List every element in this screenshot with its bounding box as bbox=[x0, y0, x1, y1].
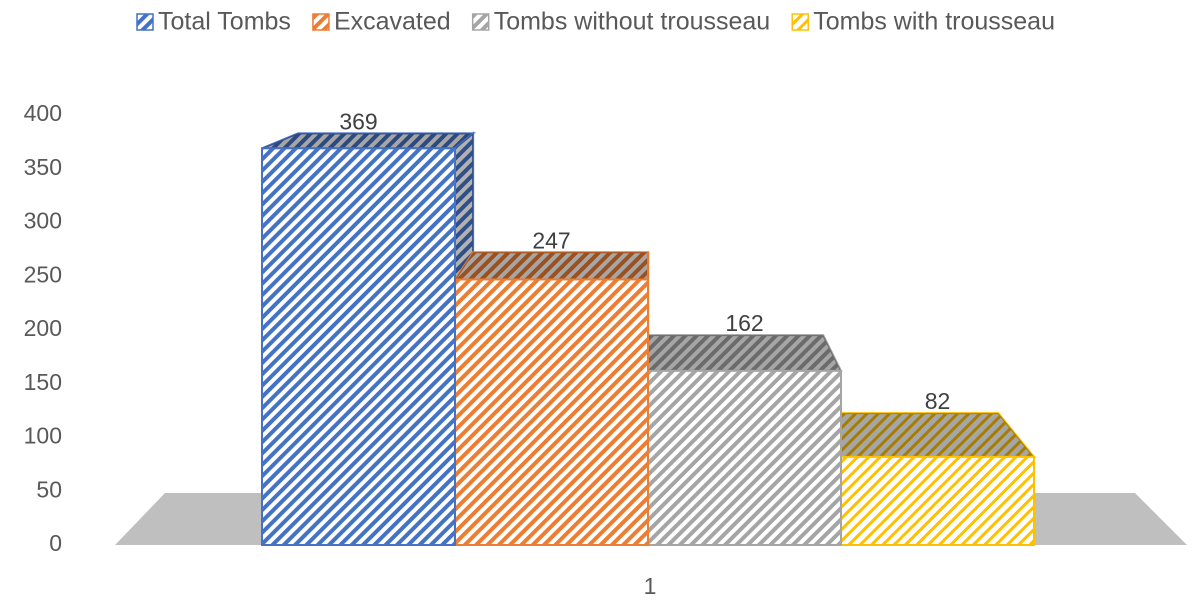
bar bbox=[840, 455, 1035, 547]
bar-top-shade bbox=[648, 335, 841, 371]
legend-label: Excavated bbox=[334, 8, 451, 36]
legend-label: Tombs with trousseau bbox=[813, 8, 1055, 36]
x-tick-label: 1 bbox=[644, 573, 657, 599]
bar-top-shade bbox=[455, 252, 649, 280]
bar-top-shade bbox=[262, 133, 474, 149]
data-label: 369 bbox=[339, 108, 377, 134]
legend-label: Tombs without trousseau bbox=[494, 8, 771, 36]
y-tick-label: 0 bbox=[49, 530, 62, 556]
bar bbox=[454, 278, 649, 546]
legend-icon bbox=[791, 13, 809, 31]
y-tick-label: 150 bbox=[24, 369, 62, 395]
data-label: 82 bbox=[925, 388, 951, 414]
y-tick-label: 250 bbox=[24, 261, 62, 287]
bar bbox=[261, 147, 456, 546]
y-tick-label: 100 bbox=[24, 423, 62, 449]
legend-icon bbox=[312, 13, 330, 31]
y-tick-label: 400 bbox=[24, 100, 62, 126]
bar bbox=[647, 369, 842, 546]
bar-top-shade bbox=[823, 413, 1034, 457]
data-label: 162 bbox=[725, 310, 763, 336]
y-tick-label: 200 bbox=[24, 315, 62, 341]
y-tick-label: 50 bbox=[36, 476, 62, 502]
legend-icon bbox=[471, 13, 490, 31]
data-label: 247 bbox=[532, 227, 570, 253]
legend-icon bbox=[136, 13, 154, 31]
y-tick-label: 300 bbox=[24, 208, 62, 234]
y-tick-label: 350 bbox=[24, 154, 62, 180]
legend-label: Total Tombs bbox=[158, 8, 291, 36]
